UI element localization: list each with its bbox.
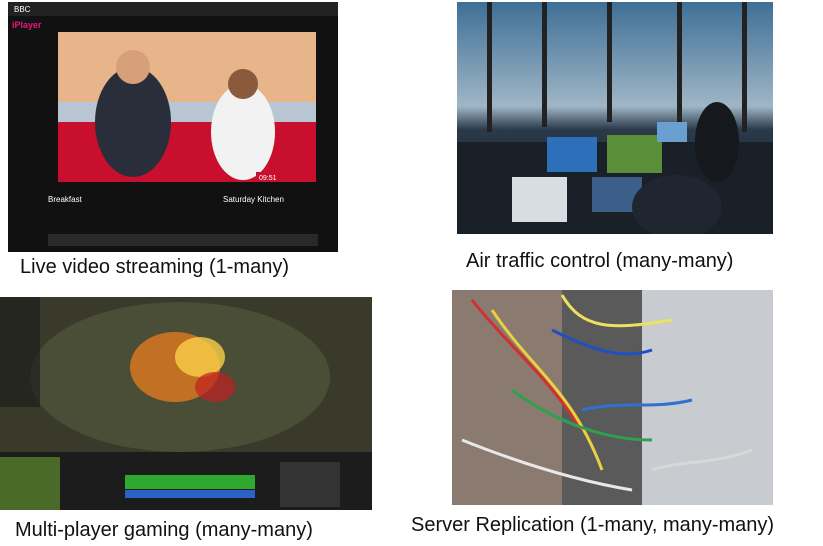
- caption: Live video streaming (1-many): [20, 256, 289, 278]
- caption: Server Replication (1-many, many-many): [411, 514, 775, 536]
- gaming-image: [0, 297, 372, 510]
- iplayer-logo: iPlayer: [12, 20, 42, 30]
- server-image: [452, 290, 773, 505]
- video-streaming-image: BBC iPlayer 09:51 Breakfast Saturday Kit…: [8, 2, 338, 252]
- caption: Air traffic control (many-many): [466, 250, 734, 272]
- programme-title: Saturday Kitchen: [223, 195, 284, 204]
- caption: Multi-player gaming (many-many): [15, 519, 313, 541]
- programme-title: Breakfast: [48, 195, 83, 204]
- bbc-logo: BBC: [14, 5, 31, 14]
- server-rack-photo: [452, 290, 773, 505]
- air-traffic-image: [457, 2, 773, 234]
- control-tower-photo: [457, 2, 773, 234]
- iplayer-screenshot: BBC iPlayer 09:51 Breakfast Saturday Kit…: [8, 2, 338, 252]
- game-screenshot: [0, 297, 372, 510]
- clock: 09:51: [259, 175, 277, 182]
